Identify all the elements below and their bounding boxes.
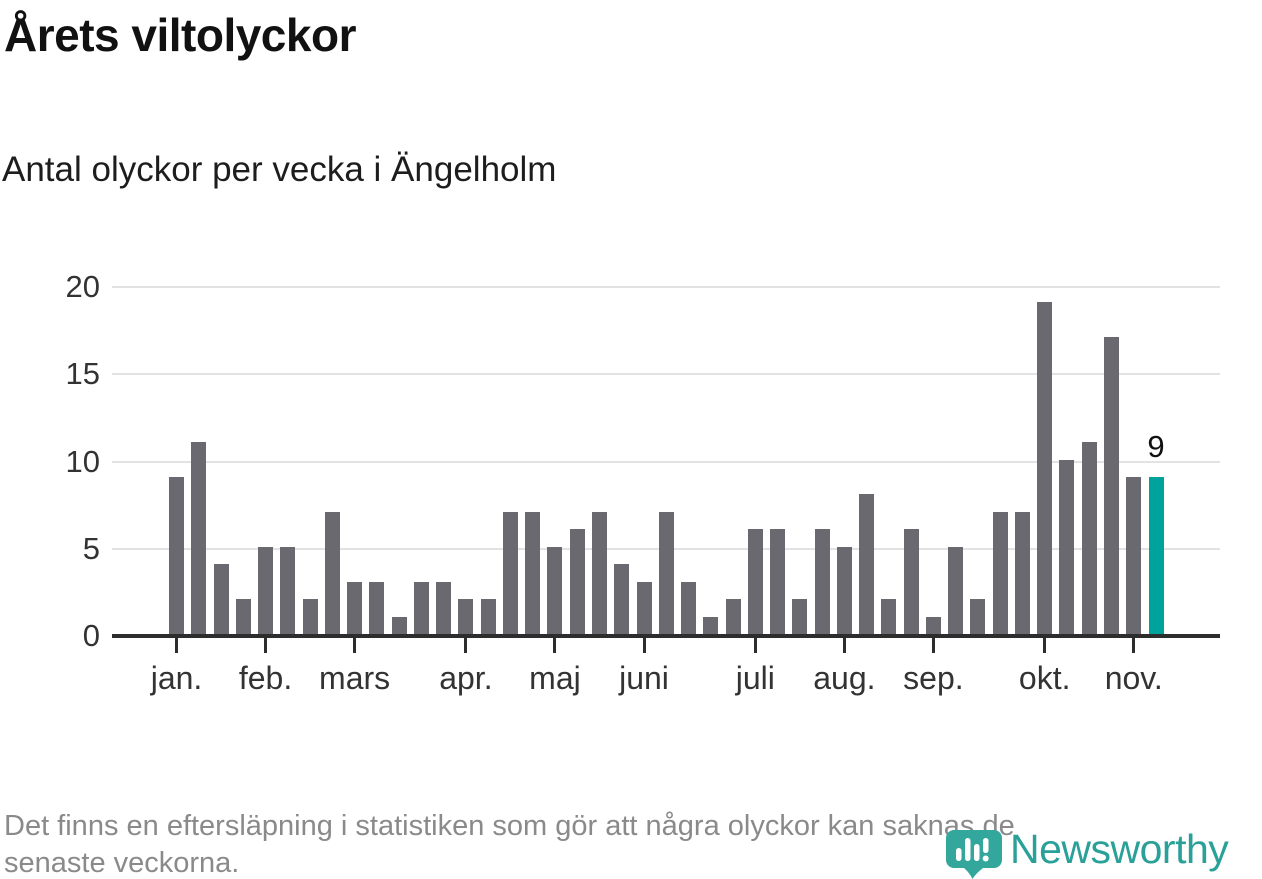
x-tick-feb [264,638,268,653]
bar-week-35 [925,616,941,634]
bar-week-43 [1104,337,1119,634]
bar-week-23 [658,511,674,634]
x-axis-line [112,634,1220,638]
x-tick-juni [642,638,646,653]
x-tick-aug [842,638,846,653]
bar-week-38 [992,511,1008,634]
bar-week-24 [681,581,697,634]
bar-week-26 [725,599,741,634]
x-tick-jan [175,638,178,653]
x-axis-label-juli: juli [735,660,775,696]
gridline-y-15 [112,373,1220,376]
bar-week-14 [458,599,474,634]
bar-week-16 [502,511,518,634]
x-axis-label-mars: mars [319,660,391,696]
bar-week-45 [1148,476,1164,634]
bar-week-28 [770,529,786,634]
x-tick-apr [464,638,468,653]
y-axis-label-0: 0 [82,618,100,653]
x-tick-mars [353,638,357,653]
bar-week-9 [347,581,363,634]
x-axis-label-apr: apr. [439,660,493,696]
y-axis-label-5: 5 [82,530,100,566]
newsworthy-logo-text: Newsworthy [1010,826,1229,872]
bar-week-7 [302,599,318,634]
bar-week-33 [881,599,897,634]
chart-subtitle: Antal olyckor per vecka i Ängelholm [2,150,557,189]
bar-week-10 [369,581,385,634]
x-tick-maj [553,638,557,653]
bar-week-19 [569,529,585,634]
x-tick-nov [1132,638,1136,653]
x-axis-label-feb: feb. [238,660,293,696]
gridline-y-10 [112,460,1220,463]
bar-week-1 [169,476,184,634]
bar-week-25 [703,616,719,634]
bar-week-29 [792,599,808,634]
bar-week-20 [591,511,607,634]
x-axis-label-okt: okt. [1018,660,1071,696]
bar-week-13 [436,581,452,634]
bar-week-42 [1081,442,1097,634]
bar-week-2 [191,442,207,634]
x-axis-label-aug: aug. [813,660,876,696]
x-axis-label-juni: juni [619,660,669,696]
bar-week-41 [1059,459,1075,634]
x-tick-okt [1043,638,1047,653]
bar-week-40 [1037,302,1053,634]
chart-title: Årets viltolyckor [4,9,356,61]
bar-week-30 [814,529,830,634]
bar-week-3 [213,564,229,634]
bar-week-5 [258,546,274,634]
last-value-annotation: 9 [1147,428,1165,464]
bar-week-15 [480,599,496,634]
bar-week-8 [324,511,340,634]
bar-week-31 [836,546,852,634]
bar-week-44 [1126,476,1142,634]
footer-note: Det finns en eftersläpning i statistiken… [4,808,1015,879]
y-axis-label-10: 10 [65,443,100,479]
bar-week-18 [547,546,563,634]
bar-week-6 [280,546,296,634]
bar-week-22 [636,581,652,634]
bar-week-36 [948,546,964,634]
bar-week-34 [903,529,919,634]
newsworthy-pin-icon [946,830,1002,879]
bar-week-21 [614,564,630,634]
footer-note-line1: Det finns en eftersläpning i statistiken… [4,810,1015,842]
bar-week-39 [1014,511,1030,634]
x-axis-label-nov: nov. [1104,660,1163,696]
bar-week-27 [747,529,763,634]
bar-week-4 [235,599,251,634]
bar-week-11 [391,616,407,634]
x-tick-juli [753,638,757,653]
bar-week-12 [413,581,429,634]
y-axis-label-20: 20 [65,269,100,304]
bar-week-37 [970,599,986,634]
x-axis-label-jan: jan. [150,660,203,696]
newsworthy-logo: Newsworthy [946,820,1258,879]
x-axis-label-maj: maj [529,660,581,696]
bar-week-17 [525,511,541,634]
footer-note-line2: senaste veckorna. [4,847,240,879]
gridline-y-20 [112,286,1220,288]
bar-week-32 [859,494,875,634]
x-axis-label-sep: sep. [903,660,964,696]
y-axis-label-15: 15 [65,356,100,392]
x-tick-sep [931,638,935,653]
